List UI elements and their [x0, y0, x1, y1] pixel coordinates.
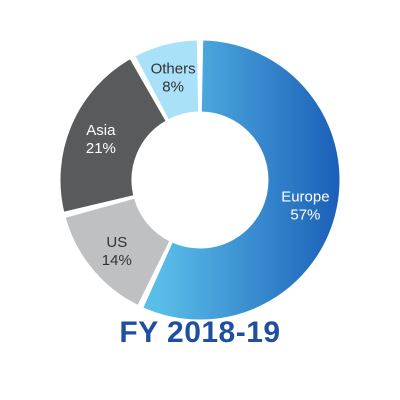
- slice-value-asia: 21%: [86, 140, 116, 157]
- slice-asia: [59, 57, 167, 213]
- slice-label-europe: Europe: [281, 189, 329, 206]
- chart-title: FY 2018-19: [119, 316, 281, 349]
- slice-value-europe: 57%: [290, 207, 320, 224]
- slice-others: [134, 39, 200, 121]
- slice-value-others: 8%: [162, 78, 184, 95]
- donut-slices: [59, 39, 341, 320]
- slice-us: [64, 197, 171, 307]
- slice-value-us: 14%: [102, 252, 132, 269]
- slice-label-asia: Asia: [86, 122, 116, 139]
- slice-label-us: US: [106, 234, 127, 251]
- slice-europe: [142, 39, 341, 320]
- slice-label-others: Others: [151, 60, 196, 77]
